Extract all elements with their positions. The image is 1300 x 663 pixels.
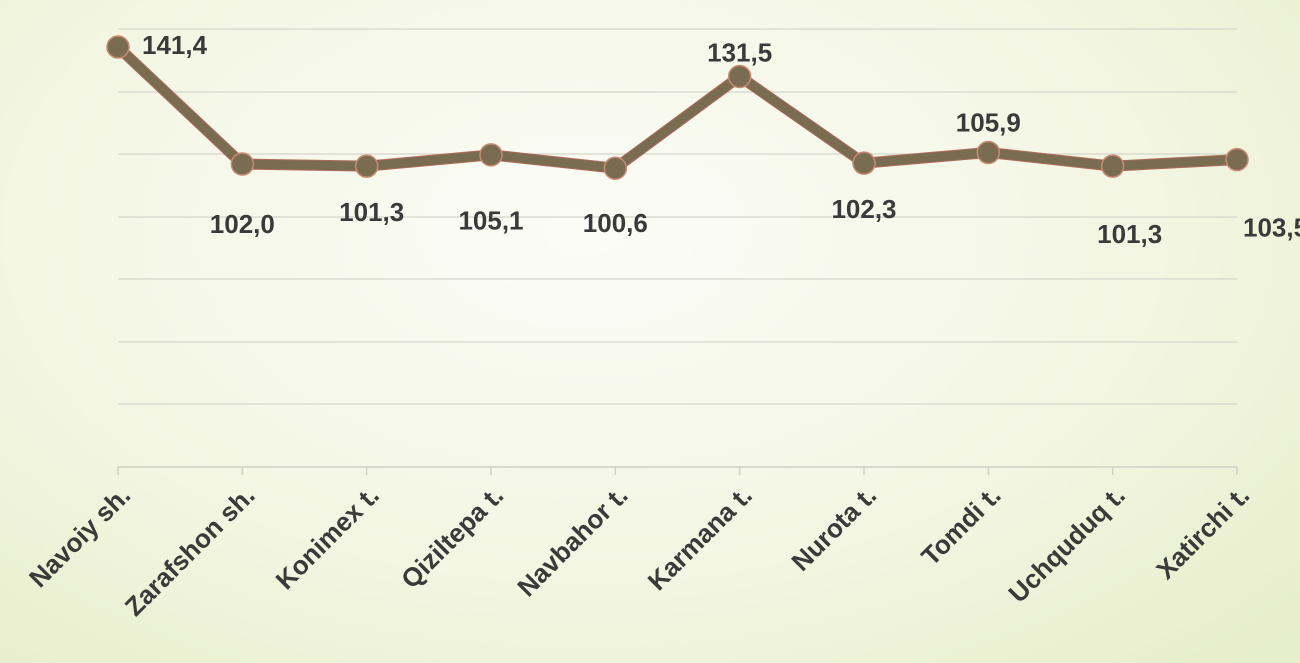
data-point xyxy=(354,154,379,178)
x-tick-label: Karmana t. xyxy=(642,480,758,596)
x-tick-labels: Navoiy sh.Zarafshon sh. Konimex t. Qizilte… xyxy=(23,480,1255,622)
x-tick-label: Zarafshon sh. xyxy=(119,480,261,622)
x-axis xyxy=(117,466,1238,475)
x-tick-label: Qiziltepa t. xyxy=(395,480,509,594)
data-label: 103,5 xyxy=(1243,212,1300,242)
x-tick-label: Navbahor t. xyxy=(511,480,633,602)
data-point xyxy=(479,143,503,167)
data-label: 101,3 xyxy=(339,197,404,227)
data-point xyxy=(603,156,628,180)
data-label: 141,4 xyxy=(142,30,208,60)
x-tick-label: Navoiy sh. xyxy=(23,480,136,593)
series xyxy=(106,35,1249,180)
series-line-outline xyxy=(112,41,1243,174)
data-labels: 141,4 102,0 101,3 105,1 100,6 131,5 102,3 105,9… xyxy=(142,30,1300,249)
series-line xyxy=(113,42,1242,173)
data-label: 100,6 xyxy=(583,208,648,238)
data-point xyxy=(106,35,130,59)
x-tick-label: Konimex t. xyxy=(270,480,385,595)
data-label: 102,3 xyxy=(831,194,896,224)
x-tick-label: Nurota t. xyxy=(785,480,882,577)
x-tick-label: Xatirchi t. xyxy=(1150,480,1255,585)
x-tick-label: Uchquduq t. xyxy=(1002,480,1130,608)
data-label: 105,9 xyxy=(956,107,1021,137)
data-point xyxy=(976,140,1001,165)
data-point xyxy=(727,64,752,89)
data-point xyxy=(852,151,876,175)
data-label: 102,0 xyxy=(210,209,275,239)
data-point xyxy=(1100,154,1125,178)
data-label: 105,1 xyxy=(458,206,523,236)
data-point xyxy=(230,152,255,176)
x-tick-label: Tomdi t. xyxy=(915,480,1006,571)
data-label: 101,3 xyxy=(1097,219,1162,249)
data-point xyxy=(1225,147,1249,172)
data-label: 131,5 xyxy=(707,37,772,67)
gridlines xyxy=(118,28,1237,405)
